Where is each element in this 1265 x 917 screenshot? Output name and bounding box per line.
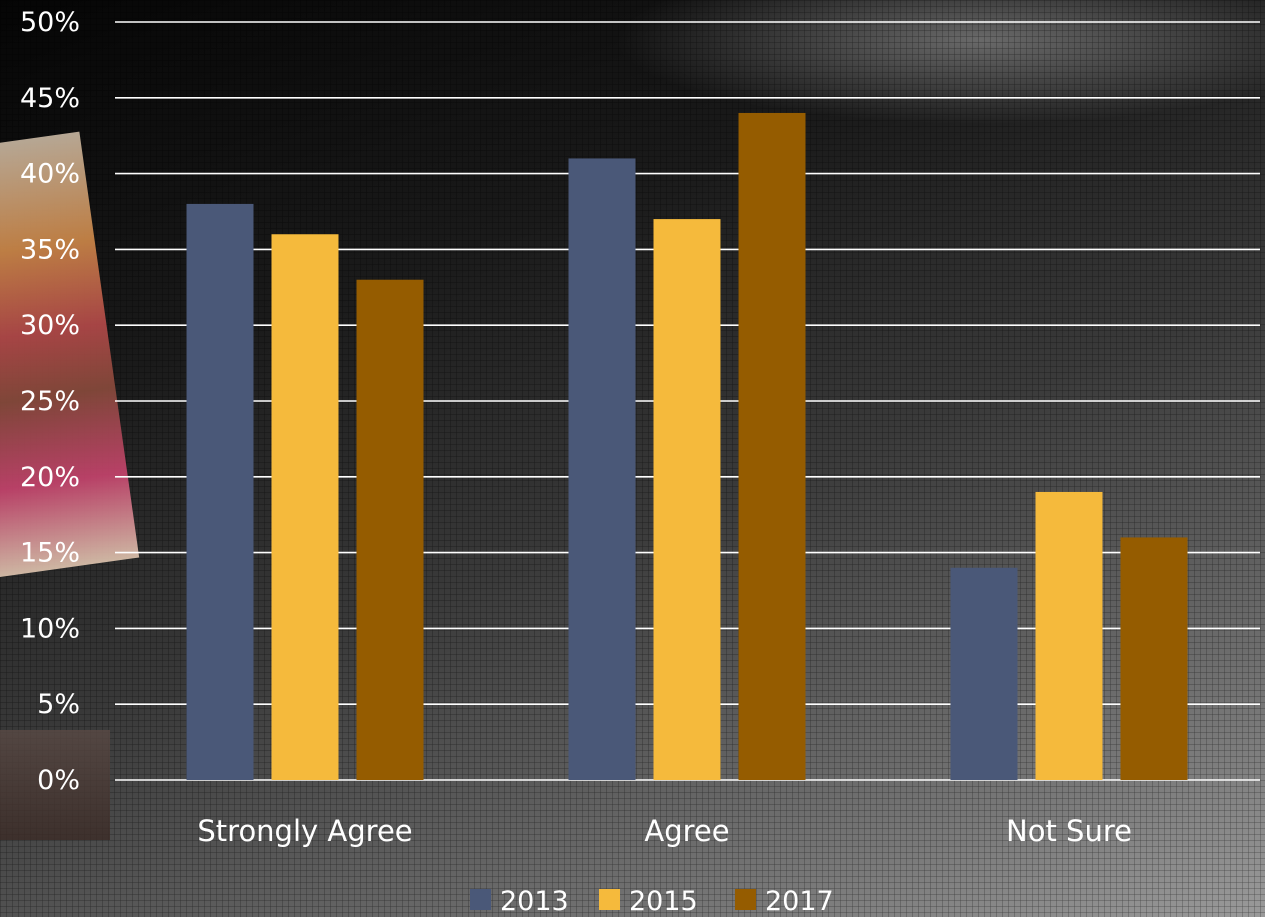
bar-2013-not-sure — [950, 567, 1018, 780]
y-tick-label: 15% — [20, 538, 80, 569]
bars — [186, 112, 1188, 781]
bar-2013-strongly-agree — [186, 203, 254, 781]
x-category-label: Agree — [644, 814, 729, 848]
y-tick-label: 30% — [20, 310, 80, 341]
x-category-label: Not Sure — [1006, 814, 1132, 848]
y-tick-label: 35% — [20, 234, 80, 265]
bar-2017-strongly-agree — [356, 279, 424, 780]
y-tick-label: 50% — [20, 7, 80, 38]
x-axis-category-labels: Strongly Agree Agree Not Sure — [197, 814, 1132, 848]
bar-2015-agree — [653, 219, 721, 780]
y-tick-label: 25% — [20, 386, 80, 417]
legend-swatch-2013 — [470, 889, 491, 910]
bar-2017-agree — [738, 112, 806, 780]
y-axis-tick-labels: 0% 5% 10% 15% 20% 25% 30% 35% 40% 45% 50% — [20, 7, 80, 796]
y-tick-label: 0% — [37, 765, 80, 796]
x-category-label: Strongly Agree — [197, 814, 412, 848]
legend-label-2013: 2013 — [500, 886, 569, 917]
y-tick-label: 5% — [37, 689, 80, 720]
y-tick-label: 45% — [20, 83, 80, 114]
bar-2013-agree — [568, 158, 636, 780]
bar-2017-not-sure — [1120, 537, 1188, 780]
bar-2015-not-sure — [1035, 491, 1103, 780]
y-tick-label: 40% — [20, 159, 80, 190]
classroom-photo-lower — [0, 730, 110, 840]
legend: 2013 2015 2017 — [470, 886, 834, 917]
y-tick-label: 10% — [20, 613, 80, 644]
legend-swatch-2015 — [599, 889, 620, 910]
legend-swatch-2017 — [735, 889, 756, 910]
bar-2015-strongly-agree — [271, 234, 339, 781]
legend-label-2017: 2017 — [765, 886, 834, 917]
legend-label-2015: 2015 — [629, 886, 698, 917]
y-tick-label: 20% — [20, 462, 80, 493]
